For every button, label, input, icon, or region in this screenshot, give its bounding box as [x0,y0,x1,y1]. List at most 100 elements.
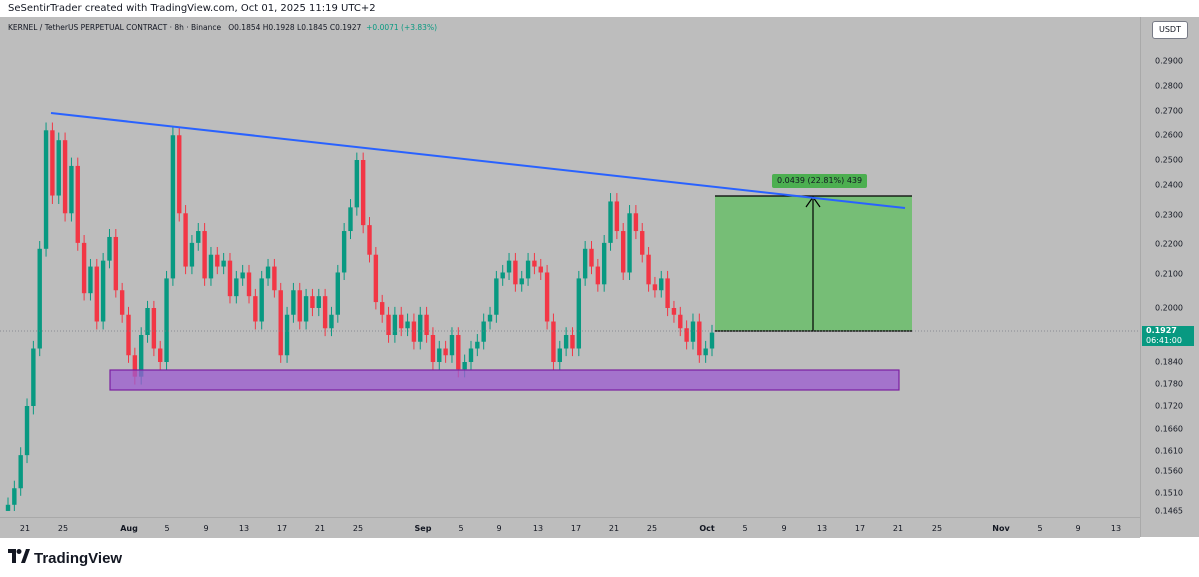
candle-body [538,266,543,273]
time-tick: 21 [314,524,326,533]
candle-body [551,321,556,362]
support-zone [109,369,900,391]
time-tick: 9 [1075,524,1081,533]
candle-body [119,290,125,315]
time-tick: Aug [120,524,138,533]
candle-body [665,278,670,308]
candle-body [12,488,17,505]
candle-body [525,260,531,279]
candle-body [341,231,347,273]
time-tick: 17 [854,524,866,533]
price-tick: 0.1610 [1155,446,1183,456]
candle-body [449,335,455,356]
time-tick: 25 [646,524,658,533]
price-tick: 0.2800 [1155,81,1183,91]
chart-attribution: SeSentirTrader created with TradingView.… [8,3,376,14]
candle-body [424,314,429,335]
candle-body [297,290,302,322]
candle-body [640,231,645,255]
candle-body [303,296,309,322]
time-tick: 25 [57,524,69,533]
candle-body [411,321,417,342]
price-tick: 0.2300 [1155,210,1183,220]
candles-layer [5,122,715,511]
price-tick: 0.1560 [1155,466,1183,476]
candle-body [69,165,74,214]
price-tick: 0.1465 [1155,506,1183,516]
candle-body [494,278,499,315]
candle-body [386,314,391,335]
candle-body [709,332,715,349]
candle-body [50,130,55,196]
candle-body [544,272,550,322]
candle-body [443,348,448,356]
candle-body [348,207,353,232]
candle-body [456,335,461,370]
candle-body [164,278,169,362]
time-axis[interactable]: 21 25 Aug 5 9 13 17 21 25 Sep 5 9 13 17 21 25 Oct 5 9 13 17 2… [0,517,1140,538]
price-axis[interactable]: 0.1927 06:41:00 0.2900 0.2800 0.2700 0.2600… [1140,17,1199,537]
candle-body [170,135,176,279]
candle-body [259,278,264,322]
candle-body [81,242,87,294]
candle-body [107,236,112,261]
candle-body [608,201,613,243]
chart-area[interactable]: KERNEL / TetherUS PERPETUAL CONTRACT · 8… [0,17,1199,538]
footer-brand[interactable]: TradingView [8,548,122,568]
candle-body [56,140,61,196]
price-tick: 0.2700 [1155,106,1183,116]
last-price-countdown: 06:41:00 [1146,336,1182,345]
time-tick: 5 [164,524,170,533]
candle-body [697,321,702,356]
time-tick: 13 [532,524,544,533]
currency-button[interactable]: USDT [1152,21,1188,39]
candle-body [183,213,188,267]
candle-body [335,272,341,315]
candle-body [132,355,138,377]
candle-body [690,321,696,342]
price-chart[interactable] [0,17,1140,517]
candle-body [595,266,601,285]
candle-body [684,328,689,342]
candle-body [113,236,119,291]
candle-body [513,260,518,285]
candle-body [437,348,442,362]
time-tick: 5 [458,524,464,533]
candle-body [75,165,80,243]
candle-body [430,335,436,362]
candle-body [360,160,366,226]
time-tick: 5 [1037,524,1043,533]
candle-body [126,314,131,356]
candle-body [392,314,398,335]
tradingview-logo-icon [8,549,30,567]
candle-body [24,406,30,456]
candle-body [373,254,379,303]
candle-body [405,321,410,329]
candle-body [589,248,594,267]
price-tick: 0.1510 [1155,488,1183,498]
candle-body [196,231,201,243]
candle-body [399,314,404,329]
candle-body [202,231,207,279]
time-tick: 17 [276,524,288,533]
time-tick: 21 [19,524,31,533]
candle-body [329,314,334,329]
candle-body [88,266,93,294]
price-tick: 0.1780 [1155,379,1183,389]
candle-body [37,248,42,349]
candle-body [557,348,562,362]
candle-body [100,260,106,322]
footer-brand-text: TradingView [34,549,123,567]
candle-body [62,140,68,214]
last-price-badge: 0.1927 06:41:00 [1142,326,1194,346]
price-tick: 0.2900 [1155,56,1183,66]
measure-label: 0.0439 (22.81%) 439 [772,174,868,188]
candle-body [500,272,505,279]
candle-body [94,266,99,322]
candle-body [151,308,157,349]
candle-body [659,278,664,291]
candle-body [31,348,36,406]
candle-body [418,314,423,342]
candle-body [310,296,315,308]
candle-body [215,254,220,267]
